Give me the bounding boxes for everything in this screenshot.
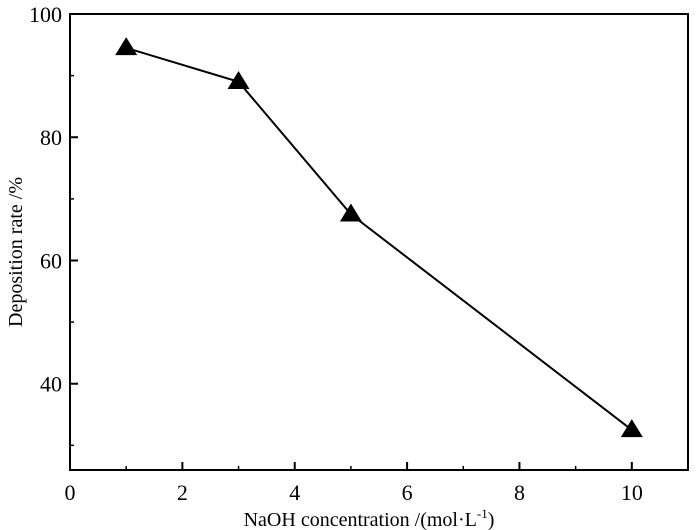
x-axis: 0 2 4 6 8 10: [65, 462, 643, 505]
x-tick-label-10: 10: [621, 480, 643, 505]
series-line-0: [125, 46, 633, 431]
y-tick-label-80: 80: [40, 125, 62, 150]
data-point-5: [339, 203, 362, 222]
x-tick-label-2: 2: [177, 480, 188, 505]
x-tick-label-8: 8: [514, 480, 525, 505]
data-point-1: [115, 37, 138, 56]
x-axis-title: NaOH concentration /(mol·L-1): [244, 506, 495, 530]
x-tick-label-0: 0: [65, 480, 76, 505]
data-point-10: [620, 419, 643, 438]
x-tick-label-6: 6: [402, 480, 413, 505]
y-tick-label-100: 100: [29, 2, 62, 27]
y-axis-title: Deposition rate /%: [5, 177, 27, 327]
x-tick-label-4: 4: [289, 480, 300, 505]
y-tick-label-40: 40: [40, 372, 62, 397]
series-layer: [115, 37, 643, 438]
y-axis: 40 60 80 100: [29, 2, 78, 447]
data-point-3: [227, 70, 250, 89]
y-tick-label-60: 60: [40, 248, 62, 273]
plot-frame: [69, 13, 689, 471]
